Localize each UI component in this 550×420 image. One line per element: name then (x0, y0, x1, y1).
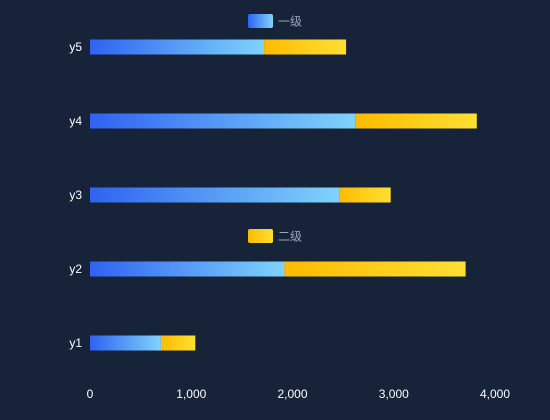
legend-swatch (248, 229, 273, 243)
x-tick-label: 4,000 (480, 387, 510, 401)
bar-y1-series-2[interactable] (160, 335, 196, 351)
legend-item-1[interactable]: 一级 (248, 14, 302, 29)
x-tick-label: 2,000 (277, 387, 307, 401)
y-tick-label-y5: y5 (69, 40, 82, 54)
y-tick-label-y1: y1 (69, 336, 82, 350)
bar-y2-series-2[interactable] (284, 261, 466, 277)
bar-y2-series-1[interactable] (90, 261, 285, 277)
bar-y4-series-1[interactable] (90, 113, 356, 129)
legend-swatch (248, 14, 273, 28)
y-tick-label-y4: y4 (69, 114, 82, 128)
bar-y4-series-2[interactable] (355, 113, 477, 129)
bar-y1-series-1[interactable] (90, 335, 161, 351)
bar-y3-series-2[interactable] (339, 187, 391, 203)
y-tick-label-y3: y3 (69, 188, 82, 202)
legend-label: 二级 (278, 230, 302, 244)
x-tick-label: 1,000 (176, 387, 206, 401)
legend-item-2[interactable]: 二级 (248, 229, 302, 244)
bar-y3-series-1[interactable] (90, 187, 340, 203)
bar-y5-series-1[interactable] (90, 39, 265, 55)
y-tick-label-y2: y2 (69, 262, 82, 276)
y-axis-labels: y1 y2 y3 y4 y5 (69, 40, 82, 350)
x-axis-labels: 0 1,000 2,000 3,000 4,000 (87, 387, 511, 401)
bars-layer (90, 39, 477, 351)
legend-label: 一级 (278, 15, 302, 29)
x-tick-label: 3,000 (379, 387, 409, 401)
bar-y5-series-2[interactable] (264, 39, 347, 55)
x-tick-label: 0 (87, 387, 94, 401)
